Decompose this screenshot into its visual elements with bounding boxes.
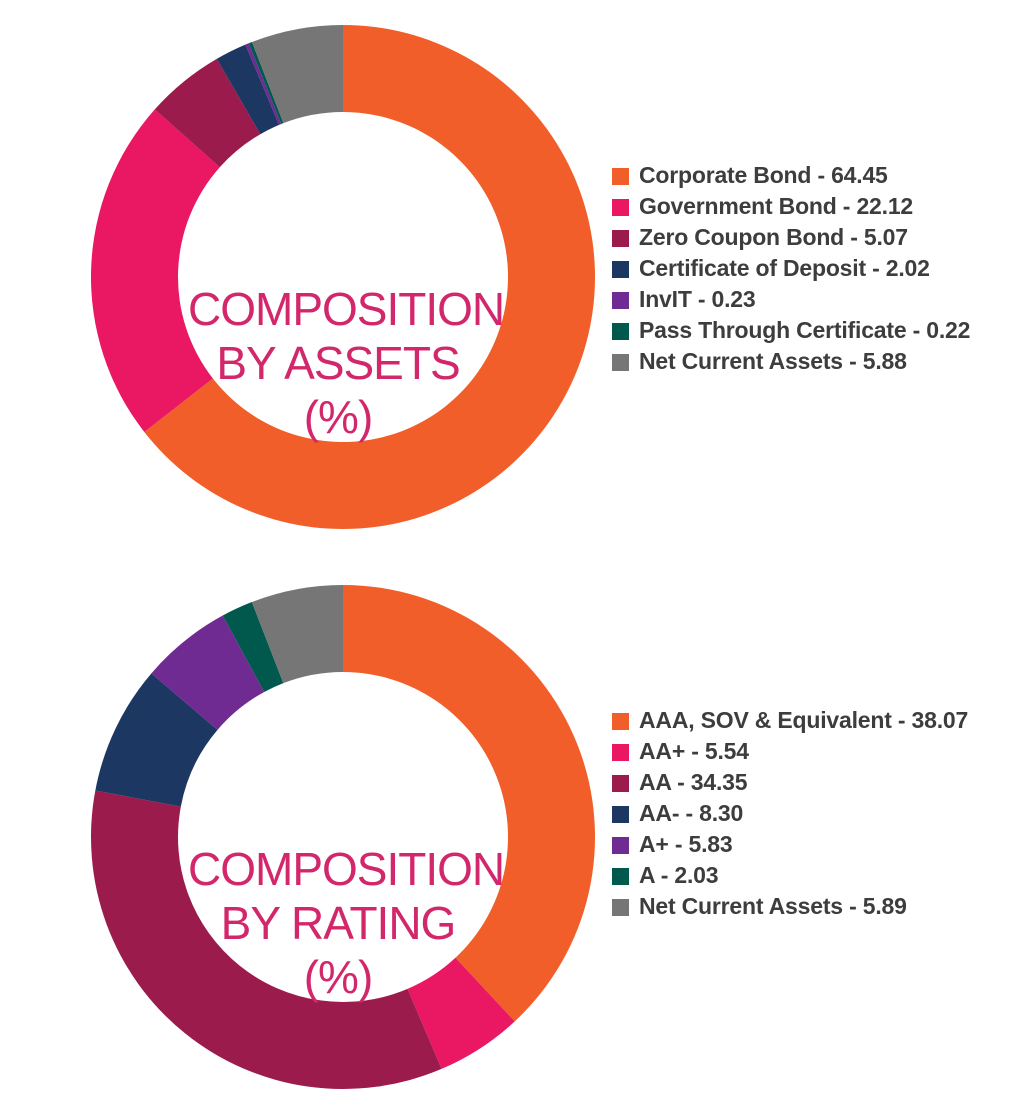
donut-slice-corporate-bond [144,25,595,529]
legend-label: AA+ - 5.54 [639,738,749,764]
rating-title-line-3: (%) [303,951,374,1003]
rating-chart-title: COMPOSITION BY RATING (%) [188,842,505,1004]
legend-label: A+ - 5.83 [639,831,733,857]
legend-swatch [612,806,629,823]
legend-swatch [612,868,629,885]
legend-item-pass-through-certificate: Pass Through Certificate - 0.22 [612,315,1022,346]
legend-item-government-bond: Government Bond - 22.12 [612,191,1022,222]
assets-title-line-1: COMPOSITION [188,283,505,335]
donut-slice-net-current-assets [251,25,343,124]
legend-swatch [612,354,629,371]
legend-swatch [612,775,629,792]
donut-slice-government-bond [90,109,220,432]
rating-composition-panel: COMPOSITION BY RATING (%) AAA, SOV & Equ… [0,560,1034,1120]
assets-composition-panel: COMPOSITION BY ASSETS (%) Corporate Bond… [90,25,1022,529]
legend-item-aa-minus: AA- - 8.30 [612,798,1022,829]
legend-label: AAA, SOV & Equivalent - 38.07 [639,707,969,733]
legend-swatch [612,168,629,185]
legend-label: Zero Coupon Bond - 5.07 [639,224,908,250]
donut-slice-aa [90,790,442,1089]
legend-label: Corporate Bond - 64.45 [639,162,888,188]
donut-slice-zero-coupon-bond [154,58,261,168]
donut-slice-aa [407,957,515,1069]
rating-title-line-1: COMPOSITION [188,843,505,895]
donut-slice-aaa-sov-equivalent [343,585,596,1022]
donut-slice-a [222,602,284,693]
legend-swatch [612,837,629,854]
donut-slice-a [151,615,265,730]
legend-swatch [612,230,629,247]
legend-item-net-current-assets: Net Current Assets - 5.89 [612,891,1022,922]
legend-swatch [612,261,629,278]
legend-label: InvIT - 0.23 [639,286,756,312]
legend-label: Net Current Assets - 5.89 [639,893,907,919]
donut-slice-aa [95,673,218,807]
legend-item-a-plus: A+ - 5.83 [612,829,1022,860]
assets-title-line-2: BY ASSETS [216,337,460,389]
legend-item-corporate-bond: Corporate Bond - 64.45 [612,160,1022,191]
donut-slice-invit [245,43,282,125]
legend-label: Net Current Assets - 5.88 [639,348,907,374]
rating-donut-chart [90,585,596,1089]
legend-item-certificate-of-deposit: Certificate of Deposit - 2.02 [612,253,1022,284]
assets-legend: Corporate Bond - 64.45 Government Bond -… [612,160,1022,377]
legend-swatch [612,292,629,309]
legend-swatch [612,713,629,730]
legend-label: AA - 34.35 [639,769,748,795]
legend-item-zero-coupon-bond: Zero Coupon Bond - 5.07 [612,222,1022,253]
legend-label: Certificate of Deposit - 2.02 [639,255,930,281]
legend-item-net-current-assets: Net Current Assets - 5.88 [612,346,1022,377]
legend-label: Pass Through Certificate - 0.22 [639,317,971,343]
legend-item-aaa-sov-equivalent: AAA, SOV & Equivalent - 38.07 [612,705,1022,736]
legend-swatch [612,323,629,340]
rating-legend: AAA, SOV & Equivalent - 38.07 AA+ - 5.54… [612,705,1022,922]
legend-item-aa-plus: AA+ - 5.54 [612,736,1022,767]
legend-swatch [612,899,629,916]
assets-chart-title: COMPOSITION BY ASSETS (%) [188,282,505,444]
legend-label: A - 2.03 [639,862,719,888]
donut-slice-certificate-of-deposit [216,44,280,135]
legend-item-aa: AA - 34.35 [612,767,1022,798]
legend-label: AA- - 8.30 [639,800,744,826]
assets-title-line-3: (%) [303,391,374,443]
legend-item-a: A - 2.03 [612,860,1022,891]
legend-item-invit: InvIT - 0.23 [612,284,1022,315]
rating-title-line-2: BY RATING [220,897,457,949]
donut-slice-net-current-assets [251,585,343,684]
legend-label: Government Bond - 22.12 [639,193,914,219]
donut-slice-pass-through-certificate [248,42,284,124]
legend-swatch [612,199,629,216]
assets-donut-chart [90,25,595,529]
legend-swatch [612,744,629,761]
